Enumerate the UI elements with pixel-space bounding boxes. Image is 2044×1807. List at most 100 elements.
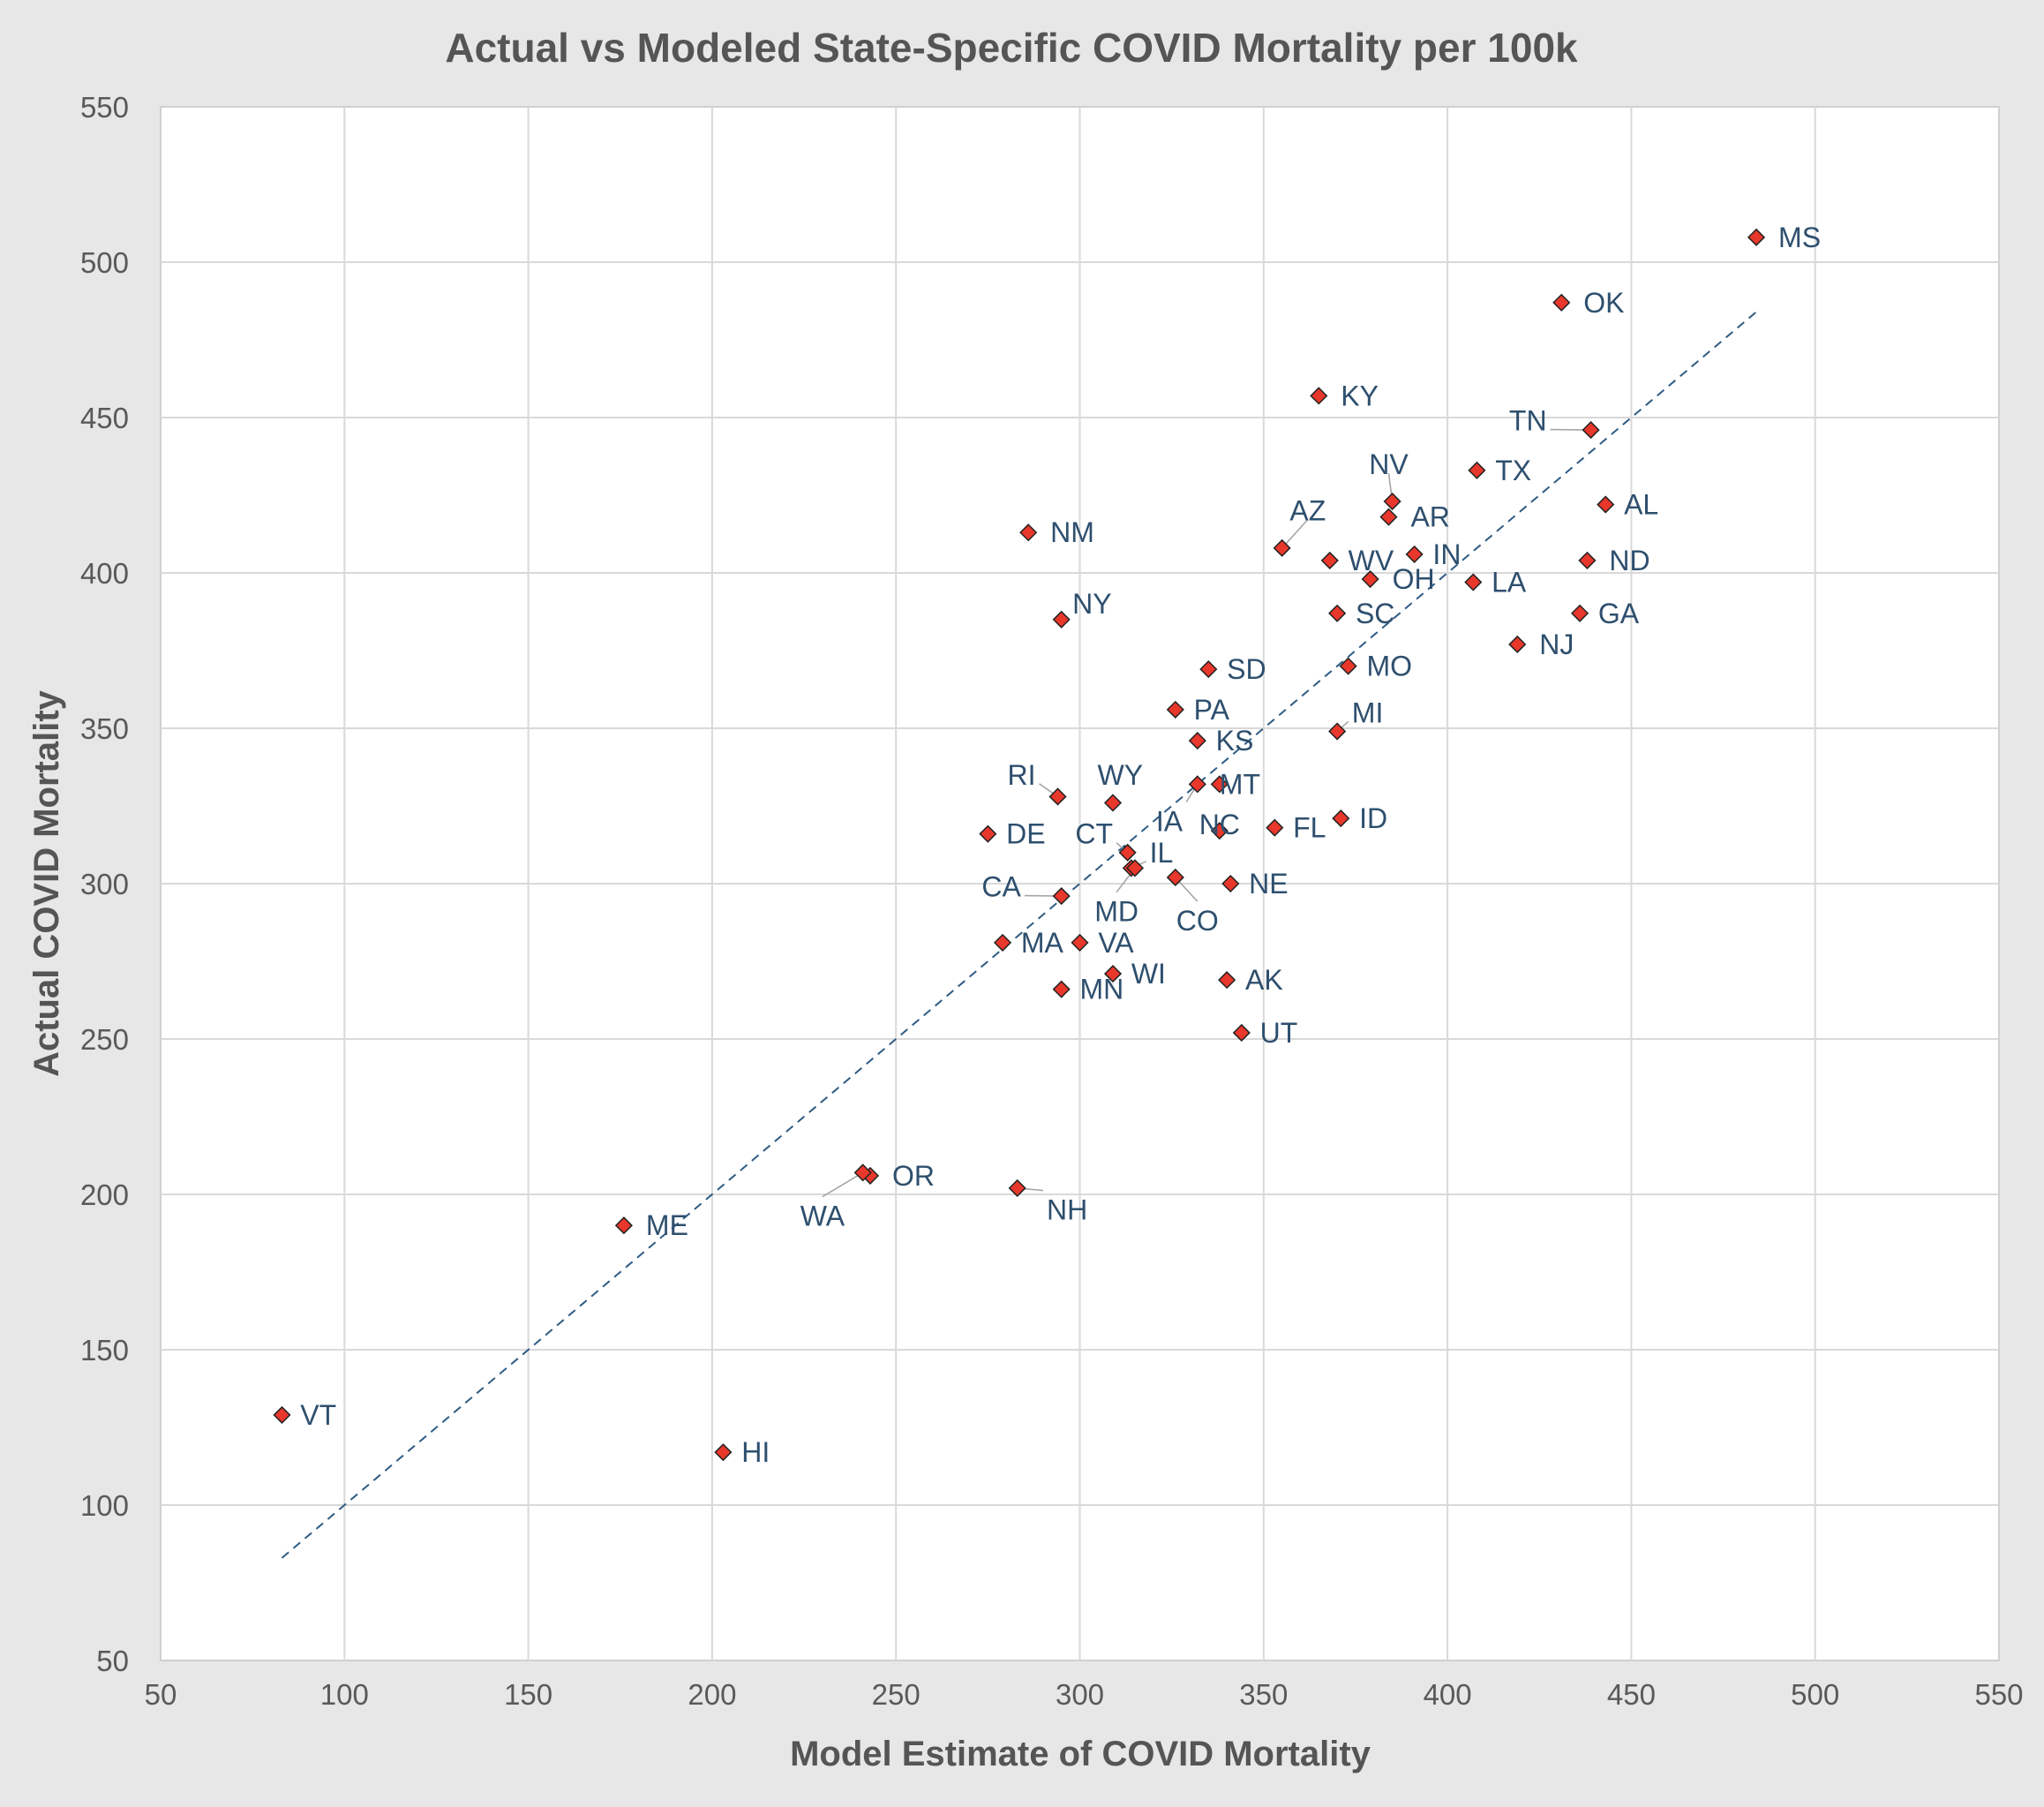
point-label-nc: NC [1199, 809, 1240, 840]
point-label-mi: MI [1352, 696, 1384, 728]
data-point-in [1405, 545, 1424, 563]
point-label-il: IL [1150, 837, 1174, 869]
data-point-nd [1578, 551, 1597, 569]
data-point-mn [1052, 980, 1071, 998]
point-label-sc: SC [1356, 598, 1394, 629]
data-point-az [1273, 538, 1291, 557]
point-label-nj: NJ [1539, 629, 1574, 660]
data-point-wv [1320, 551, 1339, 569]
point-label-nm: NM [1050, 516, 1094, 548]
point-label-mo: MO [1366, 651, 1412, 682]
data-point-oh [1361, 569, 1379, 589]
data-point-sd [1199, 660, 1218, 679]
point-label-mt: MT [1220, 768, 1260, 800]
data-point-mi [1328, 722, 1347, 741]
point-label-mn: MN [1080, 974, 1124, 1005]
data-point-nj [1508, 635, 1527, 654]
data-point-fl [1266, 818, 1284, 837]
data-point-md [1125, 859, 1145, 877]
data-point-ma [993, 933, 1012, 952]
point-label-ky: KY [1341, 380, 1379, 411]
x-tick-label: 400 [1424, 1678, 1472, 1711]
data-point-de [979, 824, 997, 843]
y-tick-label: 300 [80, 868, 129, 900]
point-label-ny: NY [1072, 588, 1111, 620]
point-label-nd: ND [1609, 545, 1649, 576]
point-label-ut: UT [1260, 1017, 1298, 1049]
data-point-nc [1210, 822, 1229, 840]
data-point-va [1071, 933, 1089, 952]
data-point-nh [1008, 1178, 1026, 1198]
point-label-or: OR [892, 1160, 935, 1192]
data-point-ne [1221, 874, 1240, 893]
x-tick-label: 450 [1607, 1678, 1656, 1711]
point-label-me: ME [646, 1209, 688, 1241]
point-label-va: VA [1098, 927, 1134, 959]
y-tick-label: 100 [80, 1489, 129, 1522]
data-point-ri [1048, 787, 1067, 806]
data-point-co [1166, 868, 1184, 887]
data-point-ms [1747, 228, 1766, 246]
x-tick-label: 500 [1791, 1678, 1839, 1711]
data-point-nm [1019, 523, 1038, 542]
point-label-wi: WI [1131, 958, 1166, 990]
data-point-hi [714, 1443, 733, 1462]
x-axis-title: Model Estimate of COVID Mortality [790, 1735, 1371, 1773]
point-label-pa: PA [1194, 694, 1230, 726]
point-label-md: MD [1094, 896, 1138, 928]
point-label-tx: TX [1495, 455, 1531, 486]
point-label-ne: NE [1249, 868, 1288, 900]
x-tick-label: 50 [145, 1678, 177, 1711]
x-tick-label: 550 [1974, 1678, 2023, 1711]
point-label-in: IN [1432, 538, 1461, 570]
point-label-co: CO [1176, 905, 1219, 937]
data-point-sc [1328, 604, 1347, 622]
point-label-tn: TN [1509, 405, 1547, 437]
data-point-vt [273, 1405, 291, 1424]
point-label-ar: AR [1410, 501, 1449, 533]
y-tick-label: 50 [96, 1645, 129, 1677]
point-label-wa: WA [800, 1201, 845, 1232]
point-label-ca: CA [981, 871, 1021, 903]
y-tick-label: 350 [80, 712, 129, 745]
point-label-ga: GA [1598, 598, 1640, 629]
data-point-ia [1188, 775, 1206, 794]
data-point-ct [1118, 843, 1137, 862]
point-label-wv: WV [1349, 545, 1394, 576]
point-label-nh: NH [1047, 1194, 1087, 1226]
point-label-ks: KS [1216, 725, 1254, 757]
point-label-ri: RI [1008, 759, 1036, 791]
data-point-pa [1166, 700, 1184, 719]
leader-line [1281, 519, 1309, 549]
point-label-az: AZ [1289, 495, 1326, 527]
data-point-ar [1379, 508, 1398, 526]
gridlines [161, 107, 1999, 1660]
y-tick-label: 450 [80, 402, 129, 434]
data-point-ky [1310, 387, 1328, 405]
chart-title: Actual vs Modeled State-Specific COVID M… [445, 25, 1578, 71]
point-label-sd: SD [1227, 653, 1266, 685]
y-tick-label: 500 [80, 246, 129, 279]
point-labels: MS OK KY TN TX NV AL AR NM AZ IN WV ND OH LA NY SC GA NJ SD… [300, 222, 1821, 1468]
data-point-ny [1052, 610, 1071, 629]
data-point-ga [1571, 604, 1589, 622]
data-point-mt [1210, 775, 1229, 794]
y-tick-label: 400 [80, 557, 129, 590]
point-label-oh: OH [1393, 563, 1435, 595]
point-label-nv: NV [1369, 448, 1409, 480]
data-point-wi [1103, 965, 1123, 983]
data-point-ut [1232, 1023, 1251, 1043]
point-label-ok: OK [1583, 287, 1624, 319]
y-axis-title: Actual COVID Mortality [27, 689, 66, 1077]
point-label-vt: VT [300, 1399, 336, 1431]
data-point-wa [853, 1163, 872, 1182]
point-label-id: ID [1359, 802, 1387, 834]
y-tick-label: 550 [80, 91, 129, 124]
point-label-la: LA [1492, 567, 1527, 599]
x-tick-label: 300 [1056, 1678, 1104, 1711]
trendline [281, 311, 1757, 1559]
data-point-id [1332, 809, 1350, 828]
point-label-hi: HI [741, 1436, 770, 1468]
data-point-al [1597, 495, 1615, 514]
